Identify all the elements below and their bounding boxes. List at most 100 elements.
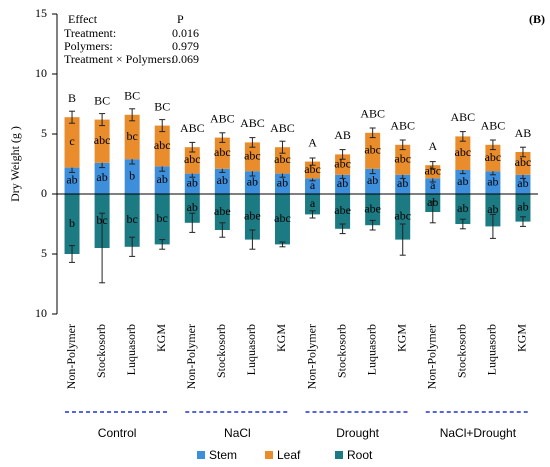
y-tick-label: 10: [35, 306, 47, 320]
group-label: NaCl+Drought: [440, 426, 517, 440]
bar-segment: [425, 178, 441, 194]
bar-segment: [485, 144, 501, 172]
data-label: ab: [457, 174, 468, 188]
legend-swatch: [335, 451, 343, 459]
data-label: abc: [154, 138, 171, 152]
group-letter: BC: [94, 93, 110, 107]
annotation-text: Treatment × Polymers:: [64, 52, 174, 66]
x-tick-label: Luquasorb: [244, 324, 258, 375]
x-tick-label: Stockosorb: [334, 324, 348, 378]
annotation-text: 0.069: [172, 52, 199, 66]
x-tick-label: Luquasorb: [485, 324, 499, 375]
data-label: c: [69, 134, 74, 148]
group-letter: AB: [334, 128, 351, 142]
bar-segment: [455, 136, 471, 170]
group-letter: ABC: [240, 116, 265, 130]
y-tick-label: 5: [41, 246, 47, 260]
data-label: a: [310, 196, 316, 210]
x-tick-label: Non-Polymer: [425, 324, 439, 389]
data-label: ab: [367, 173, 378, 187]
data-label: bc: [126, 129, 137, 143]
bar-segment: [305, 161, 321, 179]
data-label: abc: [455, 145, 472, 159]
group-letter: A: [428, 139, 437, 153]
bar-segment: [94, 119, 110, 163]
x-tick-label: KGM: [515, 324, 529, 352]
bar-segment: [124, 114, 140, 160]
x-tick-label: KGM: [274, 324, 288, 352]
x-tick-label: KGM: [154, 324, 168, 352]
bar-segment: [244, 194, 260, 240]
panel-label: (B): [529, 12, 545, 26]
bar-segment: [274, 147, 290, 174]
data-label: abc: [184, 152, 201, 166]
data-label: ab: [157, 172, 168, 186]
data-label: ab: [277, 176, 288, 190]
data-label: abc: [394, 209, 411, 223]
bar-segment: [515, 152, 531, 175]
annotation-text: Polymers:: [64, 39, 113, 53]
data-label: ab: [487, 202, 498, 216]
group-letter: BC: [154, 99, 170, 113]
group-label: Control: [98, 426, 137, 440]
bar-segment: [515, 174, 531, 194]
y-tick-label: 5: [41, 126, 47, 140]
bar-segment: [485, 194, 501, 227]
x-tick-label: Non-Polymer: [304, 324, 318, 389]
data-label: ab: [427, 195, 438, 209]
bar-segment: [64, 167, 80, 194]
y-axis-label: Dry Weight (g ): [8, 126, 22, 202]
bar-segment: [455, 170, 471, 194]
x-tick-label: Non-Polymer: [64, 324, 78, 389]
bar-segment: [244, 171, 260, 194]
group-letter: ABC: [360, 107, 385, 121]
data-label: ab: [397, 176, 408, 190]
data-label: bc: [157, 211, 168, 225]
data-label: abe: [214, 204, 231, 218]
data-label: a: [430, 178, 436, 192]
y-tick-label: 15: [35, 6, 47, 20]
data-label: ab: [66, 173, 77, 187]
annotation-text: 0.979: [172, 39, 199, 53]
data-label: abc: [485, 150, 502, 164]
group-label: NaCl: [224, 426, 251, 440]
data-label: abc: [214, 145, 231, 159]
data-label: ab: [517, 176, 528, 190]
bar-segment: [154, 125, 170, 167]
data-label: abc: [94, 133, 111, 147]
annotation-header: Effect: [68, 12, 98, 26]
bar-segment: [455, 194, 471, 224]
group-letter: ABC: [270, 121, 295, 135]
data-label: abc: [515, 155, 532, 169]
bar-segment: [184, 173, 200, 194]
bar-segment: [335, 194, 351, 229]
annotation-text: 0.016: [172, 26, 199, 40]
legend-label: Leaf: [277, 448, 301, 462]
x-tick-label: Stockosorb: [94, 324, 108, 378]
data-label: abc: [364, 143, 381, 157]
group-letter: ABC: [210, 111, 235, 125]
bar-segment: [274, 194, 290, 245]
bar-segment: [124, 194, 140, 247]
data-label: abc: [304, 162, 321, 176]
bar-segment: [305, 178, 321, 194]
data-label: abc: [244, 149, 261, 163]
x-tick-label: Luquasorb: [124, 324, 138, 375]
bar-segment: [305, 194, 321, 215]
x-tick-label: Non-Polymer: [184, 324, 198, 389]
group-letter: ABC: [481, 119, 506, 133]
data-label: ab: [217, 173, 228, 187]
data-label: ab: [337, 176, 348, 190]
annotation-text: Treatment:: [64, 26, 116, 40]
x-tick-label: Stockosorb: [455, 324, 469, 378]
data-label: ab: [517, 200, 528, 214]
bar-segment: [184, 194, 200, 223]
data-label: abe: [244, 209, 261, 223]
data-label: abe: [364, 201, 381, 215]
data-label: bc: [96, 213, 107, 227]
bar-segment: [365, 132, 381, 169]
bar-segment: [335, 174, 351, 194]
data-label: ab: [187, 200, 198, 214]
data-label: bc: [126, 212, 137, 226]
